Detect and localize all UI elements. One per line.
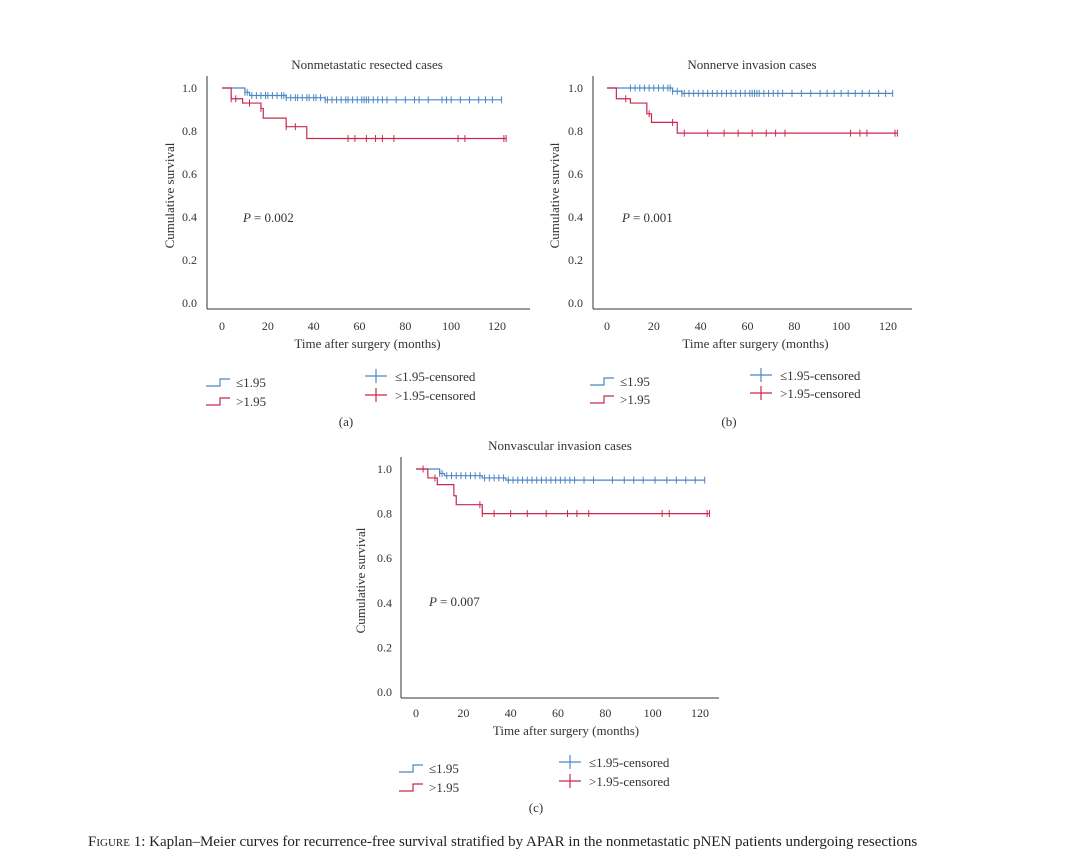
legend-label-low-censored: ≤1.95-censored — [780, 368, 861, 383]
x-tick-label: 0 — [413, 706, 419, 720]
curve-high-apar — [222, 87, 507, 140]
x-axis-label: Time after surgery (months) — [493, 723, 639, 738]
x-tick-label: 60 — [552, 706, 564, 720]
x-tick-label: 40 — [695, 319, 707, 333]
x-tick-label: 0 — [219, 319, 225, 333]
y-tick-label: 0.6 — [568, 167, 583, 181]
y-tick-label: 0.6 — [377, 551, 392, 565]
legend-label-high: >1.95 — [236, 394, 266, 409]
legend-label-low-censored: ≤1.95-censored — [589, 755, 670, 770]
legend: ≤1.95 >1.95 ≤1.95-censored >1.95-censored — [206, 369, 476, 409]
x-tick-label: 80 — [399, 319, 411, 333]
p-value: P = 0.002 — [242, 210, 294, 225]
panel-label: (a) — [339, 414, 353, 429]
panel-a: Nonmetastatic resected cases 0.0 0.2 0.4 0.6… — [162, 57, 530, 429]
x-tick-label: 100 — [644, 706, 662, 720]
y-tick-label: 1.0 — [377, 462, 392, 476]
y-tick-label: 0.8 — [568, 124, 583, 138]
y-tick-label: 0.0 — [377, 685, 392, 699]
y-tick-label: 0.6 — [182, 167, 197, 181]
x-tick-label: 100 — [442, 319, 460, 333]
p-value: P = 0.001 — [621, 210, 673, 225]
x-tick-label: 80 — [788, 319, 800, 333]
legend-swatch-low — [399, 764, 423, 773]
legend-swatch-high — [590, 395, 614, 404]
x-tick-label: 40 — [505, 706, 517, 720]
y-tick-label: 0.4 — [182, 210, 197, 224]
y-tick-label: 0.4 — [377, 596, 392, 610]
x-tick-label: 0 — [604, 319, 610, 333]
legend-swatch-low — [206, 378, 230, 387]
x-axis-label: Time after surgery (months) — [294, 336, 440, 351]
y-axis-label: Cumulative survival — [547, 142, 562, 248]
y-axis-label: Cumulative survival — [353, 527, 368, 633]
x-tick-label: 60 — [354, 319, 366, 333]
x-tick-label: 20 — [262, 319, 274, 333]
y-tick-label: 0.2 — [182, 253, 197, 267]
x-tick-label: 120 — [488, 319, 506, 333]
x-tick-label: 20 — [648, 319, 660, 333]
x-tick-label: 120 — [691, 706, 709, 720]
panel-label: (c) — [529, 800, 543, 815]
legend-swatch-high — [206, 397, 230, 406]
legend: ≤1.95 >1.95 ≤1.95-censored >1.95-censored — [399, 755, 670, 795]
legend-swatch-low — [590, 377, 614, 386]
x-tick-label: 20 — [457, 706, 469, 720]
y-tick-label: 0.8 — [377, 507, 392, 521]
p-value-text: = 0.007 — [440, 594, 480, 609]
x-axis-label: Time after surgery (months) — [682, 336, 828, 351]
curve-high-apar — [607, 87, 898, 134]
y-tick-label: 1.0 — [568, 81, 583, 95]
x-tick-label: 120 — [879, 319, 897, 333]
legend-label-low-censored: ≤1.95-censored — [395, 369, 476, 384]
p-symbol: P — [428, 594, 440, 609]
p-value-text: = 0.002 — [254, 210, 294, 225]
legend-label-high-censored: >1.95-censored — [395, 388, 476, 403]
p-symbol: P — [242, 210, 254, 225]
y-tick-label: 1.0 — [182, 81, 197, 95]
panel-c: Nonvascular invasion cases 0.0 0.2 0.4 0.6 0.… — [353, 438, 719, 815]
y-tick-label: 0.0 — [182, 296, 197, 310]
panel-label: (b) — [721, 414, 736, 429]
curve-high-apar — [416, 468, 710, 515]
caption-text: Kaplan–Meier curves for recurrence-free … — [145, 834, 918, 850]
caption-label: Figure 1: — [88, 834, 146, 850]
p-symbol: P — [621, 210, 633, 225]
y-tick-label: 0.8 — [182, 124, 197, 138]
y-tick-label: 0.2 — [377, 640, 392, 654]
legend-swatch-high — [399, 783, 423, 792]
y-axis-label: Cumulative survival — [162, 142, 177, 248]
legend-label-low: ≤1.95 — [236, 375, 266, 390]
x-tick-label: 40 — [308, 319, 320, 333]
legend-label-high: >1.95 — [429, 780, 459, 795]
p-value: P = 0.007 — [428, 594, 480, 609]
p-value-text: = 0.001 — [633, 210, 673, 225]
legend-label-low: ≤1.95 — [620, 374, 650, 389]
legend-label-high-censored: >1.95-censored — [589, 774, 670, 789]
x-tick-label: 60 — [742, 319, 754, 333]
chart-title: Nonnerve invasion cases — [687, 57, 816, 72]
y-tick-label: 0.0 — [568, 296, 583, 310]
y-tick-label: 0.4 — [568, 210, 583, 224]
x-tick-label: 80 — [599, 706, 611, 720]
y-tick-label: 0.2 — [568, 253, 583, 267]
legend-label-high-censored: >1.95-censored — [780, 386, 861, 401]
chart-title: Nonvascular invasion cases — [488, 438, 632, 453]
x-tick-label: 100 — [832, 319, 850, 333]
legend-label-high: >1.95 — [620, 392, 650, 407]
figure-caption: Figure 1: Kaplan–Meier curves for recurr… — [88, 834, 917, 851]
legend-label-low: ≤1.95 — [429, 761, 459, 776]
panel-b: Nonnerve invasion cases 0.0 0.2 0.4 0.6 0.8 1.… — [547, 57, 912, 429]
legend: ≤1.95 >1.95 ≤1.95-censored >1.95-censored — [590, 368, 861, 407]
chart-title: Nonmetastatic resected cases — [291, 57, 443, 72]
